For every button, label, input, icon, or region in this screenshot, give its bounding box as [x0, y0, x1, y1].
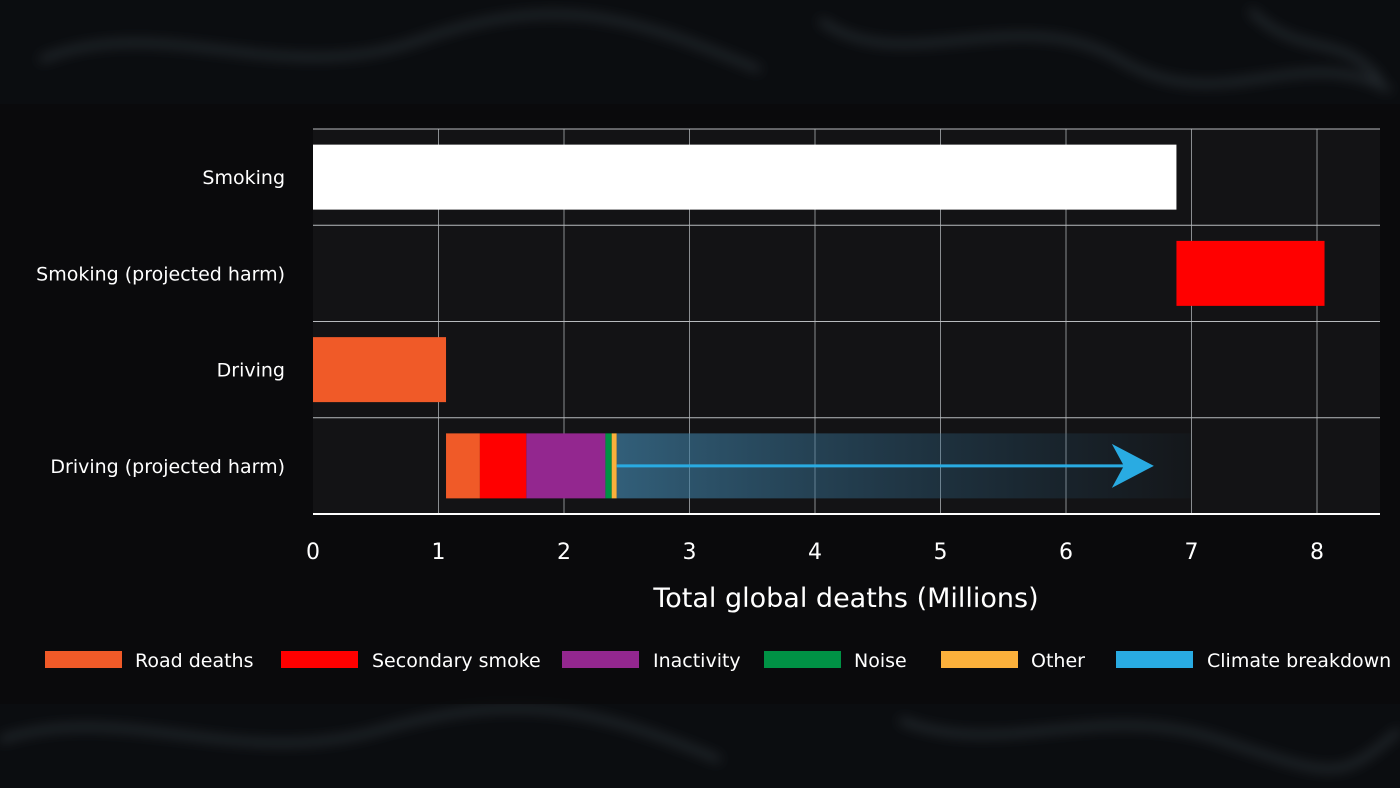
category-label: Smoking	[202, 167, 285, 189]
legend-swatch-other	[941, 651, 1018, 668]
bar-driving-projected-harm-noise	[605, 433, 612, 499]
bar-driving-road-deaths	[313, 337, 447, 403]
bar-driving-projected-harm-road-deaths	[446, 433, 480, 499]
legend-swatch-climate-breakdown	[1116, 651, 1193, 668]
category-label: Driving	[217, 360, 285, 382]
category-label: Smoking (projected harm)	[36, 263, 285, 285]
legend-label-road-deaths: Road deaths	[135, 650, 254, 672]
legend-swatch-road-deaths	[45, 651, 122, 668]
x-tick-label: 3	[683, 540, 697, 565]
x-tick-label: 8	[1310, 540, 1324, 565]
x-tick-label: 6	[1059, 540, 1073, 565]
legend-label-noise: Noise	[854, 650, 907, 672]
x-tick-label: 1	[432, 540, 446, 565]
x-tick-label: 7	[1185, 540, 1199, 565]
x-tick-label: 0	[306, 540, 320, 565]
bar-driving-projected-harm-other	[611, 433, 617, 499]
bar-smoking-projected-harm-secondary-smoke	[1176, 240, 1325, 306]
legend-swatch-noise	[764, 651, 841, 668]
legend-label-other: Other	[1031, 650, 1085, 672]
climate-breakdown-arrowhead	[1111, 443, 1154, 488]
legend-label-climate-breakdown: Climate breakdown	[1207, 650, 1391, 672]
x-tick-label: 2	[557, 540, 571, 565]
bar-smoking-smoking	[313, 144, 1177, 210]
x-tick-label: 4	[808, 540, 822, 565]
x-tick-label: 5	[934, 540, 948, 565]
x-axis-title: Total global deaths (Millions)	[652, 583, 1038, 614]
legend-swatch-secondary-smoke	[281, 651, 358, 668]
legend-label-secondary-smoke: Secondary smoke	[372, 650, 541, 672]
bar-driving-projected-harm-secondary-smoke	[479, 433, 527, 499]
bar-driving-projected-harm-inactivity	[526, 433, 606, 499]
legend-swatch-inactivity	[562, 651, 639, 668]
category-label: Driving (projected harm)	[50, 456, 285, 478]
legend-label-inactivity: Inactivity	[653, 650, 741, 672]
